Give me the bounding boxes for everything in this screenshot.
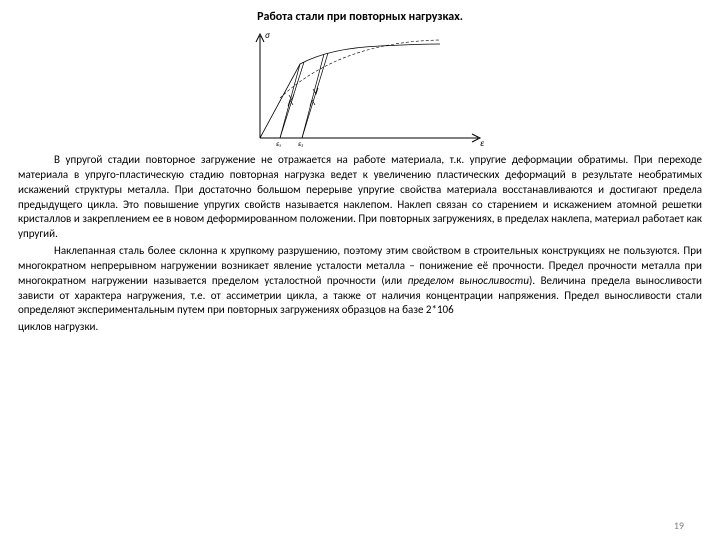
paragraph-3: циклов нагрузки. — [18, 320, 702, 335]
tick-label-1: ε₁ — [276, 139, 281, 148]
tick-label-2: ε₂ — [298, 139, 304, 148]
paragraph-2: Наклепанная сталь более склонна к хрупко… — [18, 244, 702, 318]
y-axis-label: σ — [265, 30, 271, 41]
paragraph-1: В упругой стадии повторное загружение не… — [18, 153, 702, 242]
page-number: 19 — [674, 519, 684, 532]
document-page: Работа стали при повторных нагрузках. σ … — [0, 0, 720, 540]
body-text: В упругой стадии повторное загружение не… — [18, 153, 702, 335]
stress-strain-chart: σ ε ε₁ ε₂ — [230, 28, 490, 148]
chart-container: σ ε ε₁ ε₂ — [18, 28, 702, 153]
page-title: Работа стали при повторных нагрузках. — [18, 10, 702, 24]
x-axis-label: ε — [480, 138, 485, 148]
paragraph-2-italic: пределом выносливости — [408, 274, 529, 287]
